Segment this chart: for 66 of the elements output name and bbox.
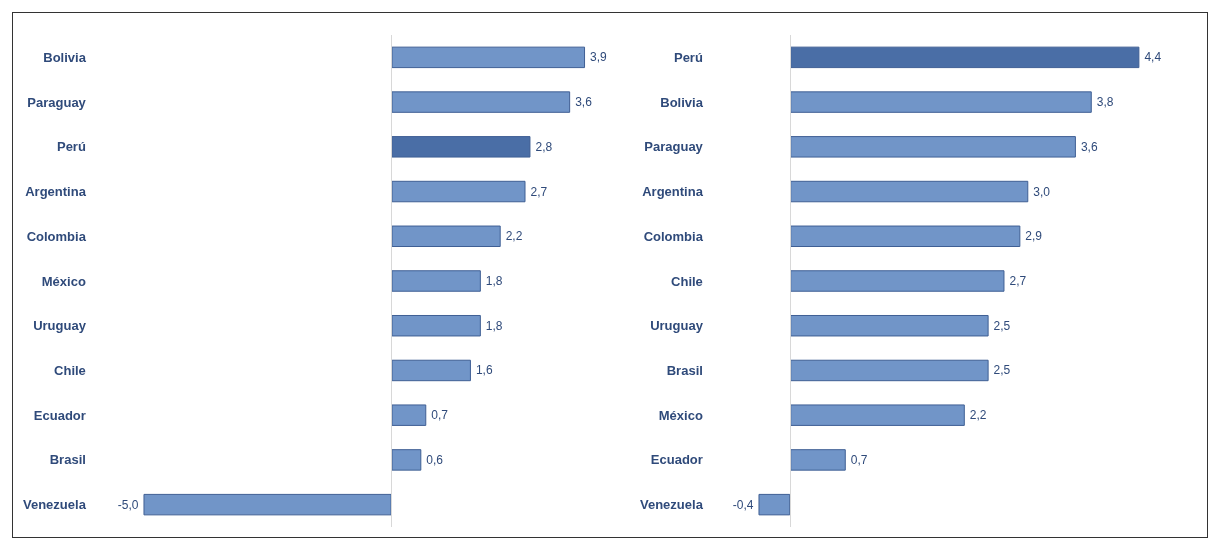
y-tick-label: Brasil [666, 362, 703, 378]
data-label: 2,2 [505, 229, 523, 244]
bar [790, 225, 1021, 248]
bar [391, 359, 471, 382]
y-tick-label: Paraguay [644, 139, 704, 155]
bar [391, 225, 501, 248]
bar [790, 404, 965, 426]
data-label: 2,7 [1009, 274, 1027, 288]
bar [790, 91, 1092, 113]
bar [790, 180, 1029, 203]
y-tick-label: Uruguay [33, 318, 87, 334]
y-tick-label: Brasil [49, 452, 86, 468]
y-tick-label: Bolivia [660, 94, 704, 110]
y-tick-label: Paraguay [27, 94, 87, 110]
data-label: 3,6 [1080, 139, 1098, 154]
data-label: 4,4 [1144, 50, 1162, 65]
y-tick-label: Perú [56, 139, 86, 155]
data-label: 1,8 [485, 318, 503, 333]
y-tick-label: Venezuela [639, 497, 704, 513]
data-label: 1,6 [475, 363, 493, 378]
bar [790, 270, 1005, 292]
data-label: -5,0 [117, 497, 139, 512]
data-label: 2,2 [969, 408, 987, 423]
y-tick-label: Ecuador [650, 452, 703, 468]
bar [391, 314, 481, 337]
data-label: 3,8 [1096, 95, 1114, 110]
data-label: 3,9 [590, 50, 608, 65]
data-label: 2,8 [535, 139, 553, 154]
y-tick-label: Colombia [26, 228, 87, 244]
bar [391, 136, 531, 158]
y-tick-label: Uruguay [650, 318, 704, 334]
data-label: 2,5 [993, 318, 1011, 333]
bar [790, 314, 989, 337]
y-tick-label: Venezuela [22, 497, 87, 513]
data-label: 0,7 [431, 408, 449, 423]
bar [391, 449, 422, 471]
y-tick-label: Colombia [643, 228, 704, 244]
bar [391, 180, 526, 203]
data-label: 2,9 [1025, 229, 1043, 244]
y-tick-label: Perú [673, 49, 703, 65]
data-label: 1,8 [485, 274, 503, 288]
bar [391, 91, 571, 113]
bar [790, 359, 989, 382]
bar [790, 136, 1076, 158]
data-label: 0,6 [426, 452, 444, 467]
bar [790, 46, 1140, 69]
y-tick-label: México [658, 407, 703, 423]
bar [391, 270, 481, 292]
y-tick-label: Bolivia [43, 49, 87, 65]
data-label: 2,5 [993, 363, 1011, 378]
y-tick-label: Chile [671, 273, 703, 289]
bar [391, 46, 586, 69]
bar [391, 404, 427, 426]
y-tick-label: Ecuador [33, 407, 86, 423]
data-label: 3,6 [575, 95, 593, 110]
bar [758, 493, 791, 516]
data-label: -0,4 [732, 497, 754, 512]
y-tick-label: Argentina [25, 184, 87, 200]
data-label: 0,7 [850, 452, 868, 467]
bar [143, 493, 392, 516]
data-label: 2,7 [530, 184, 548, 199]
y-tick-label: México [41, 273, 86, 289]
bar [790, 449, 846, 471]
data-label: 3,0 [1033, 184, 1051, 199]
y-tick-label: Chile [54, 362, 86, 378]
y-tick-label: Argentina [642, 184, 704, 200]
